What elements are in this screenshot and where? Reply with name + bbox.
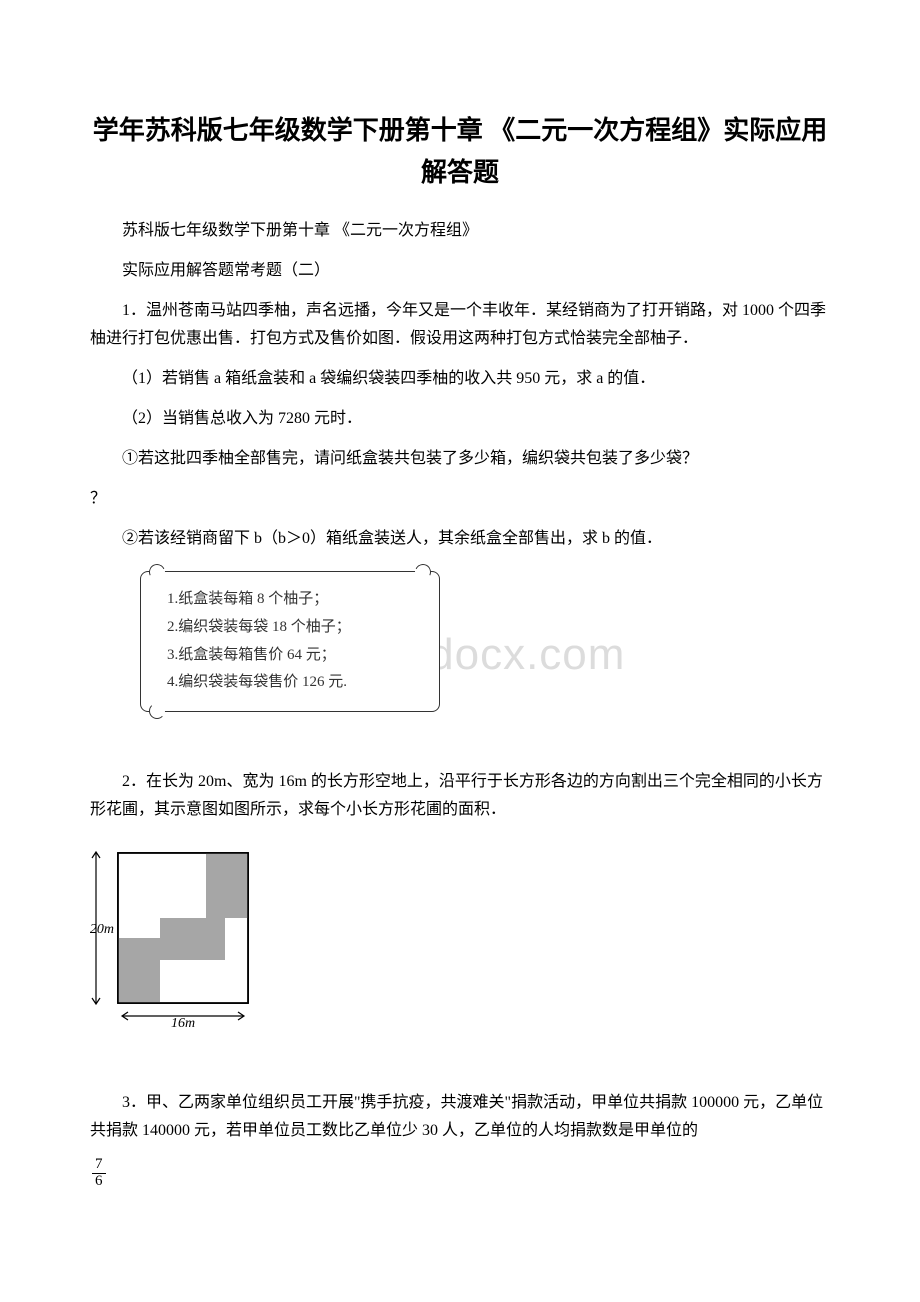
- q1-part1: （1）若销售 a 箱纸盒装和 a 袋编织袋装四季柚的收入共 950 元，求 a …: [90, 365, 830, 393]
- q1-part2-2: ②若该经销商留下 b（b＞0）箱纸盒装送人，其余纸盒全部售出，求 b 的值．: [90, 525, 830, 553]
- q1-part2-1-cont: ？: [90, 485, 830, 513]
- q1-intro: 1．温州苍南马站四季柚，声名远播，今年又是一个丰收年．某经销商为了打开销路，对 …: [90, 297, 830, 353]
- subtitle-line-1: 苏科版七年级数学下册第十章 《二元一次方程组》: [90, 217, 830, 245]
- document-content: 学年苏科版七年级数学下册第十章 《二元一次方程组》实际应用解答题 苏科版七年级数…: [90, 110, 830, 1190]
- q1-part2-1: ①若这批四季柚全部售完，请问纸盒装共包装了多少箱，编织袋共包装了多少袋？: [90, 445, 830, 473]
- q3-text: 3．甲、乙两家单位组织员工开展"携手抗疫，共渡难关"捐款活动，甲单位共捐款 10…: [90, 1089, 830, 1145]
- q2-text: 2．在长为 20m、宽为 16m 的长方形空地上，沿平行于长方形各边的方向割出三…: [90, 768, 830, 824]
- page-title: 学年苏科版七年级数学下册第十章 《二元一次方程组》实际应用解答题: [90, 110, 830, 193]
- scroll-frame: 1.纸盒装每箱 8 个柚子； 2.编织袋装每袋 18 个柚子； 3.纸盒装每箱售…: [140, 571, 440, 712]
- scroll-line: 1.纸盒装每箱 8 个柚子；: [167, 586, 421, 614]
- scroll-note-box: 1.纸盒装每箱 8 个柚子； 2.编织袋装每袋 18 个柚子； 3.纸盒装每箱售…: [140, 571, 440, 712]
- fraction-denominator: 6: [92, 1174, 106, 1190]
- q3-text-before: 3．甲、乙两家单位组织员工开展"携手抗疫，共渡难关"捐款活动，甲单位共捐款 10…: [90, 1094, 823, 1139]
- scroll-line: 4.编织袋装每袋售价 126 元.: [167, 669, 421, 697]
- scroll-line: 2.编织袋装每袋 18 个柚子；: [167, 614, 421, 642]
- fraction: 7 6: [92, 1157, 106, 1190]
- q1-part2: （2）当销售总收入为 7280 元时．: [90, 405, 830, 433]
- scroll-line: 3.纸盒装每箱售价 64 元；: [167, 642, 421, 670]
- q3-fraction-line: 7 6: [90, 1157, 830, 1190]
- scroll-curl-icon: [413, 562, 434, 583]
- fraction-numerator: 7: [92, 1157, 106, 1174]
- rectangle-diagram-icon: 20m 16m: [90, 838, 260, 1028]
- svg-text:20m: 20m: [90, 922, 114, 937]
- subtitle-line-2: 实际应用解答题常考题（二）: [90, 257, 830, 285]
- scroll-curl-icon: [149, 703, 165, 719]
- scroll-curl-icon: [147, 562, 168, 583]
- svg-text:16m: 16m: [171, 1016, 195, 1028]
- q2-diagram: 20m 16m: [90, 838, 260, 1033]
